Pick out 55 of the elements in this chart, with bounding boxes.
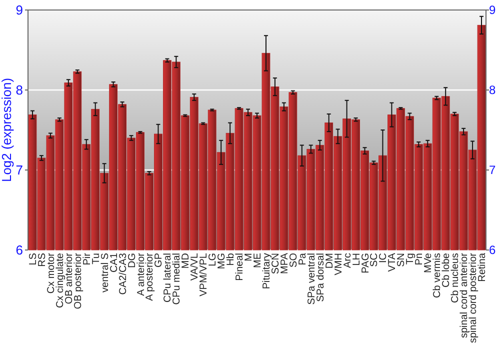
x-tick-label: DG [126, 252, 138, 268]
x-tick-label: ventral S [100, 252, 111, 292]
x-tick-label: M [244, 253, 255, 262]
x-tick-label: A posterior [144, 252, 156, 301]
x-tick-label: SPa ventral [306, 253, 318, 305]
x-tick-label: LG [208, 252, 219, 266]
x-tick-label: Pn [414, 253, 426, 266]
x-tick-label: Cx cingulate [54, 252, 66, 308]
x-tick-label: RS [36, 252, 48, 267]
y2-tick-label: 8 [489, 83, 496, 98]
x-tick-label: SN [396, 253, 408, 267]
x-tick-label: PAG [360, 252, 372, 274]
x-tick-label: SO [288, 252, 300, 268]
y-tick-label: 9 [16, 2, 23, 18]
x-tick-label: CA1 [108, 252, 120, 272]
x-tick-label: SC [369, 253, 380, 267]
x-tick-label: Tg [405, 253, 416, 265]
x-tick-label: A anterior [136, 252, 147, 296]
x-tick-label: OB posterior [72, 252, 84, 310]
y-tick-label: 7 [16, 162, 23, 178]
x-tick-label: VPM/VPL [198, 252, 210, 296]
x-tick-label: OB anterior [64, 252, 75, 304]
x-tick-label: SCN [270, 253, 282, 274]
y-tick-label: 8 [16, 82, 23, 98]
x-tick-label: Hb [226, 252, 237, 266]
x-tick-label: Cb lobe [441, 252, 452, 288]
x-tick-label: Pa [297, 252, 308, 266]
x-tick-label: MVe [423, 252, 434, 274]
x-tick-label: SPa dorsal [315, 253, 326, 302]
x-tick-label: LS [28, 252, 39, 266]
x-tick-label: Retina [477, 252, 488, 282]
y-axis-title: Log2 (expression) [0, 78, 14, 182]
x-tick-label: spinal cord posterior [468, 252, 480, 344]
x-tick-label: CA2/CA3 [118, 252, 129, 295]
y2-tick-label: 6 [489, 243, 496, 258]
x-tick-label: Cx motor [46, 252, 57, 294]
x-tick-label: Cb nucleus [450, 253, 462, 304]
x-tick-label: DM [324, 253, 336, 269]
y2-tick-label: 7 [489, 163, 496, 178]
x-tick-label: GP [154, 252, 165, 268]
x-tick-label: ME [252, 252, 264, 268]
x-tick-label: Arc [342, 253, 354, 268]
x-tick-label: Pituitary [261, 253, 272, 290]
x-tick-label: VMH [333, 253, 344, 276]
x-tick-label: VTA [387, 252, 398, 272]
x-tick-label: Pineal [234, 253, 246, 281]
x-tick-label: Tu [90, 253, 102, 264]
x-tick-label: MPA [279, 252, 290, 274]
x-tick-label: Pir [82, 252, 93, 266]
x-tick-label: spinal cord anterior [459, 252, 470, 338]
x-tick-label: CPu medial [172, 253, 183, 305]
x-tick-label: IC [378, 253, 390, 263]
x-tick-label: LH [351, 253, 362, 266]
y-tick-label: 6 [16, 242, 23, 258]
y2-tick-label: 9 [489, 3, 496, 18]
